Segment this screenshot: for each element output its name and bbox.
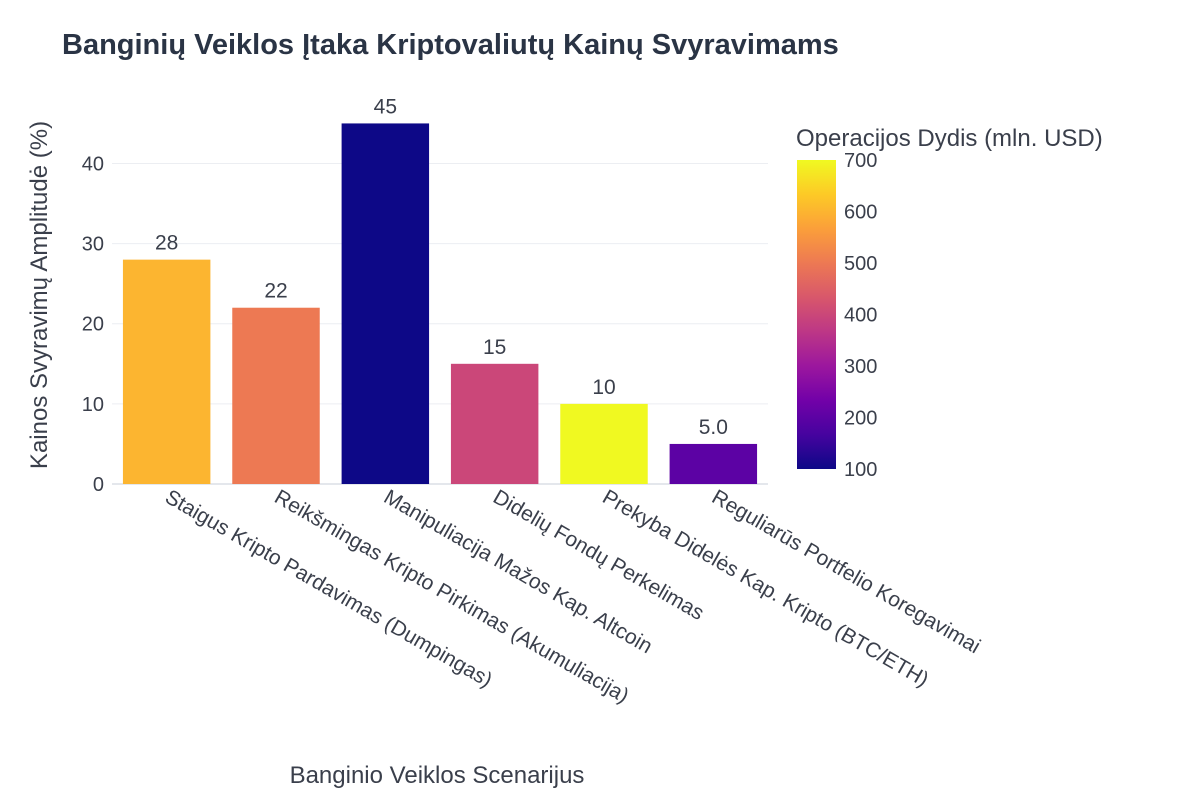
chart-title: Banginių Veiklos Įtaka Kriptovaliutų Kai…	[62, 29, 839, 61]
colorbar-tick-label: 600	[844, 202, 877, 224]
colorbar-gradient	[797, 160, 836, 469]
colorbar-title: Operacijos Dydis (mln. USD)	[796, 125, 1103, 152]
bar-value-label: 45	[374, 95, 397, 118]
bar-value-label: 15	[483, 336, 506, 359]
grid	[112, 162, 768, 485]
bars	[122, 123, 758, 485]
colorbar-ticks: 100 200 300 400 500 600 700	[844, 150, 877, 481]
bar	[450, 363, 539, 484]
bar	[232, 307, 320, 484]
colorbar: Operacijos Dydis (mln. USD) 100 200 300 400…	[796, 125, 1103, 481]
y-tick-label: 30	[82, 234, 104, 256]
y-axis-ticks: 0 10 20 30 40	[82, 153, 104, 496]
bar	[560, 403, 648, 484]
y-tick-label: 40	[82, 153, 104, 175]
colorbar-tick-label: 200	[844, 408, 877, 430]
bar-value-label: 5.0	[699, 416, 728, 439]
bar-value-label: 22	[264, 280, 287, 303]
x-axis-ticks: Staigus Kripto Pardavimas (Dumpingas)Rei…	[161, 485, 984, 707]
y-axis-label: Kainos Svyravimų Amplitudė (%)	[26, 121, 53, 469]
bar	[341, 123, 430, 485]
bar	[669, 443, 758, 484]
y-tick-label: 0	[93, 474, 104, 496]
y-tick-label: 20	[82, 314, 104, 336]
y-tick-label: 10	[82, 394, 104, 416]
bar-value-label: 10	[592, 376, 615, 399]
bar-value-label: 28	[155, 232, 178, 255]
bar	[122, 259, 211, 484]
colorbar-tick-label: 400	[844, 305, 877, 327]
colorbar-tick-label: 100	[844, 459, 877, 481]
colorbar-tick-label: 500	[844, 253, 877, 275]
colorbar-tick-label: 300	[844, 356, 877, 378]
colorbar-tick-label: 700	[844, 150, 877, 172]
value-labels: 28 22 45 15 10 5.0	[155, 95, 728, 439]
x-axis-label: Banginio Veiklos Scenarijus	[290, 762, 585, 789]
